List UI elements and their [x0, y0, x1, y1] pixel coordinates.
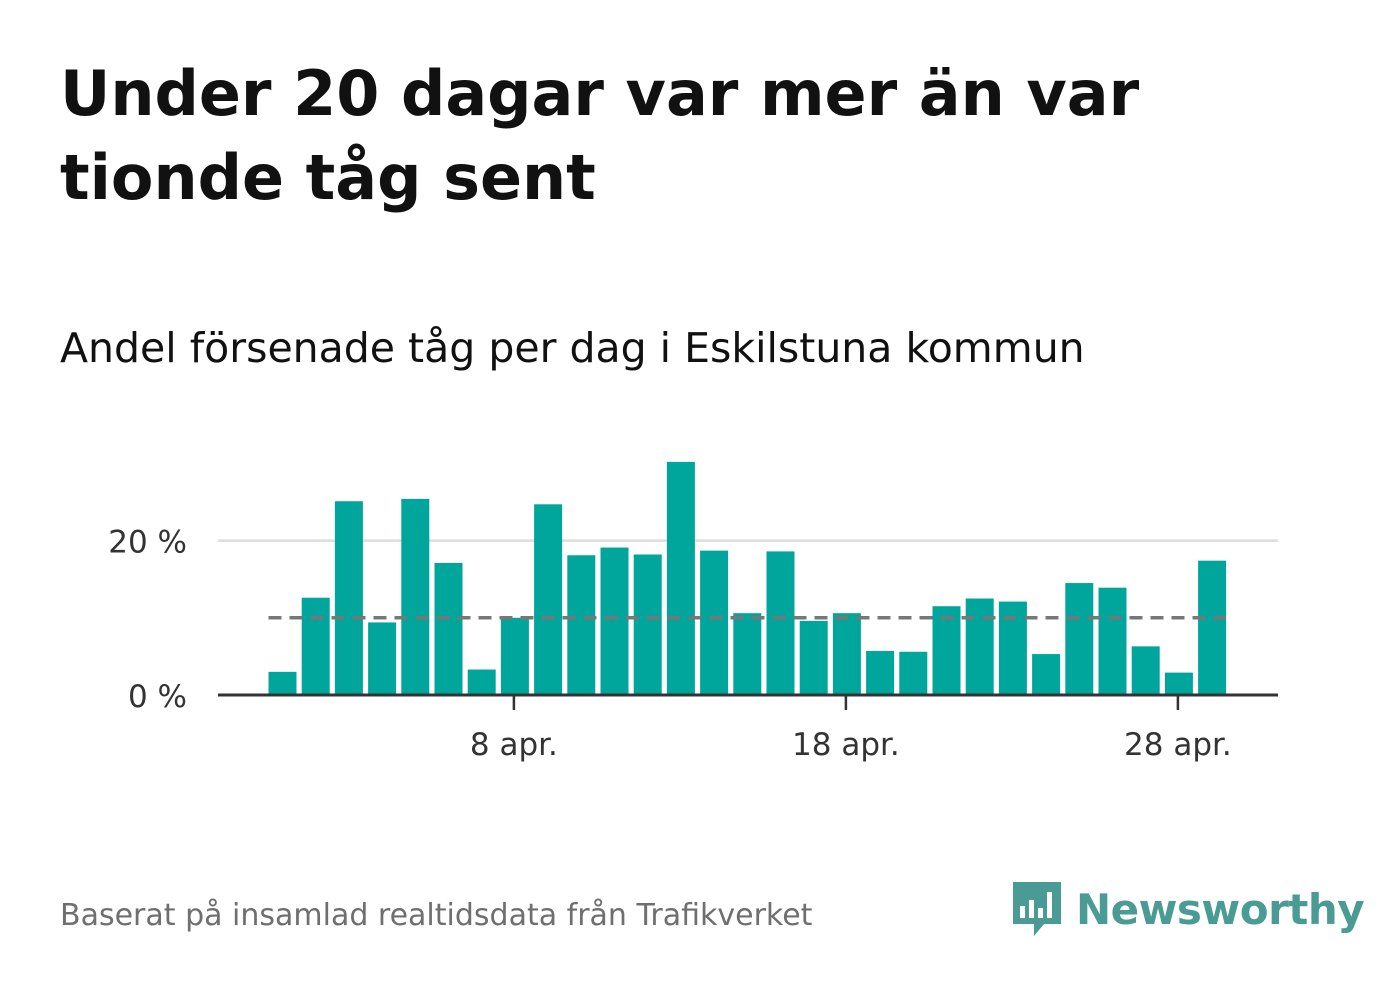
chart-subtitle: Andel försenade tåg per dag i Eskilstuna…: [60, 324, 1085, 372]
bar: [434, 562, 463, 695]
bar: [965, 598, 994, 695]
bar: [1164, 672, 1193, 695]
y-tick-label: 20 %: [108, 525, 187, 561]
x-tick-label: 8 apr.: [470, 727, 558, 763]
bar: [600, 547, 629, 695]
brand-name: Newsworthy: [1076, 884, 1365, 934]
chart-title: Under 20 dagar var mer än var tionde tåg…: [60, 57, 1140, 214]
bar: [500, 617, 529, 695]
bar: [998, 601, 1027, 695]
bar: [268, 671, 297, 695]
bar: [1065, 583, 1094, 695]
newsworthy-logo: Newsworthy: [1010, 878, 1365, 940]
bar-chart: 0 % 20 % 8 apr. 18 apr. 28 apr.: [108, 461, 1278, 763]
bar: [799, 620, 828, 695]
bar-chart-speech-bubble-icon: [1013, 882, 1061, 936]
bar: [401, 498, 430, 695]
bar: [766, 551, 795, 695]
bar: [534, 504, 563, 695]
bar: [932, 606, 961, 695]
bar: [1032, 654, 1061, 695]
bar: [1198, 560, 1227, 695]
bar: [866, 650, 895, 695]
y-tick-label: 0 %: [128, 679, 187, 715]
bar: [1098, 587, 1127, 695]
source-note: Baserat på insamlad realtidsdata från Tr…: [60, 898, 813, 933]
x-tick-label: 28 apr.: [1124, 727, 1232, 763]
bar: [700, 550, 729, 695]
bar: [666, 461, 695, 695]
bar: [832, 613, 861, 695]
bar: [334, 501, 363, 695]
bar: [1131, 646, 1160, 695]
x-tick-label: 18 apr.: [792, 727, 900, 763]
bar: [733, 613, 762, 695]
bar: [899, 651, 928, 695]
bar: [567, 555, 596, 695]
bar: [467, 669, 496, 695]
bar: [301, 597, 330, 695]
bar: [633, 554, 662, 695]
bar: [368, 622, 397, 695]
